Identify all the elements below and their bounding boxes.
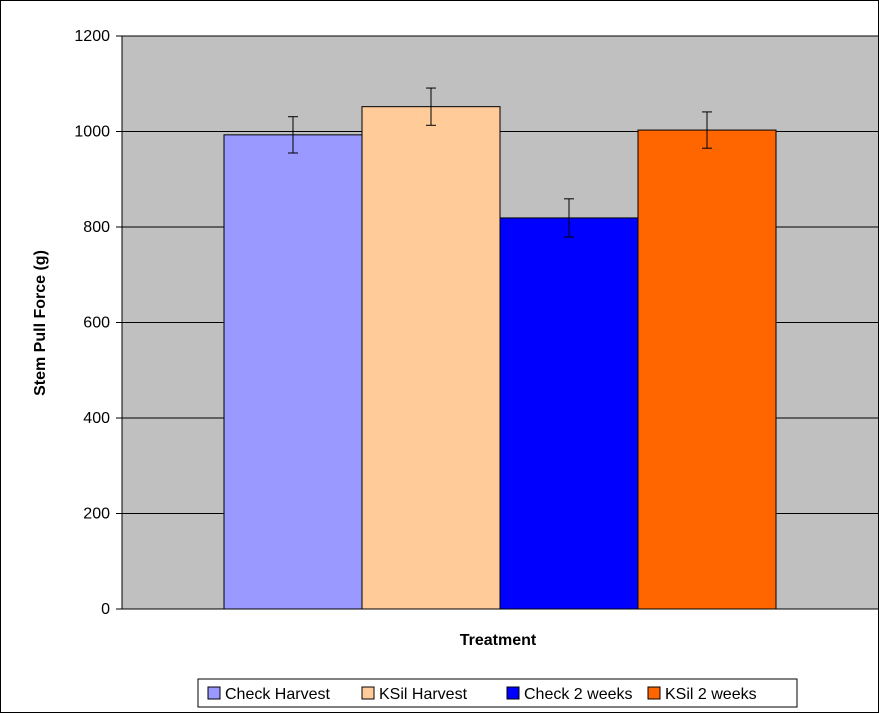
legend-swatch: [506, 686, 520, 700]
legend-label: KSil Harvest: [379, 686, 468, 703]
y-tick-label: 1000: [74, 124, 110, 141]
legend-swatch: [207, 686, 221, 700]
legend-swatch: [647, 686, 661, 700]
y-axis-ticks: 0 200 400 600 800 1000 1200: [74, 28, 122, 618]
legend-swatch: [361, 686, 375, 700]
y-tick-label: 600: [83, 315, 110, 332]
legend-box: [197, 678, 798, 708]
y-tick-label: 400: [83, 410, 110, 427]
y-tick-label: 800: [83, 219, 110, 236]
x-axis-title: Treatment: [460, 632, 537, 649]
y-tick-label: 1200: [74, 28, 110, 45]
bar-ksil-2-weeks: [637, 129, 777, 610]
bar-ksil-harvest: [361, 106, 501, 610]
legend-label: Check Harvest: [225, 686, 330, 703]
legend: Check Harvest KSil Harvest Check 2 weeks KS…: [197, 678, 798, 708]
error-bars: [288, 87, 712, 238]
y-tick-label: 200: [83, 506, 110, 523]
bar-check-harvest: [223, 134, 363, 610]
y-tick-label: 0: [101, 601, 110, 618]
bars: [223, 106, 777, 610]
legend-label: KSil 2 weeks: [665, 686, 757, 703]
y-axis-title: Stem Pull Force (g): [32, 250, 49, 396]
legend-label: Check 2 weeks: [524, 686, 633, 703]
bar-check-2-weeks: [499, 217, 639, 610]
